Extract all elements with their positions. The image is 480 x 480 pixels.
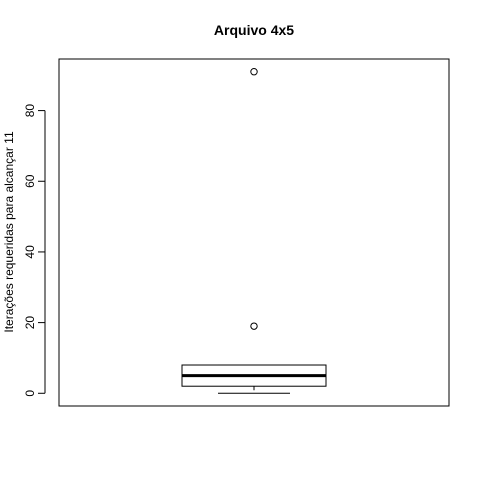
plot-frame: [58, 58, 450, 407]
y-tick-label: 40: [23, 245, 37, 259]
outlier-point: [250, 68, 258, 76]
chart-title: Arquivo 4x5: [214, 22, 294, 38]
y-axis-label: Iterações requeridas para alcançar 11: [2, 131, 16, 333]
y-tick-label: 60: [23, 174, 37, 188]
y-tick-label: 0: [23, 390, 37, 397]
y-tick-label: 20: [23, 316, 37, 330]
y-tick-label: 80: [23, 104, 37, 118]
y-axis: 0 20 40 60 80: [23, 104, 46, 397]
outlier-point: [250, 322, 258, 330]
boxplot: [181, 68, 327, 394]
